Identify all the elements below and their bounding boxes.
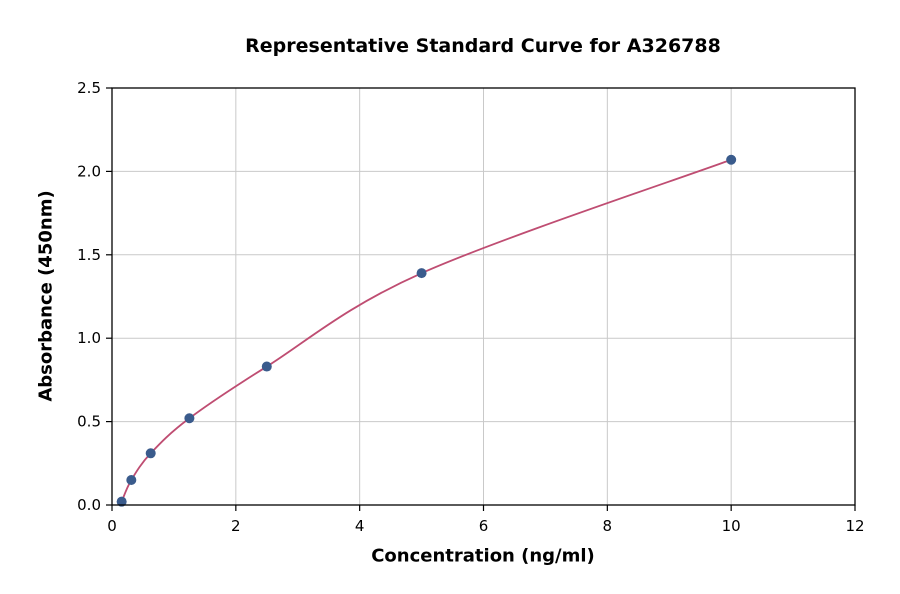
x-tick-label: 0 <box>107 517 117 535</box>
data-point <box>726 154 737 165</box>
plot-border <box>111 87 856 506</box>
chart-title: Representative Standard Curve for A32678… <box>245 35 721 57</box>
data-point <box>261 361 272 372</box>
y-tick-label: 2.0 <box>77 162 101 180</box>
data-point <box>116 496 127 507</box>
fit-curve <box>120 158 732 503</box>
x-tick-label: 8 <box>603 517 613 535</box>
y-tick-label: 0.0 <box>77 496 101 514</box>
data-point <box>145 448 156 459</box>
y-tick-label: 1.5 <box>77 246 101 264</box>
x-axis-label: Concentration (ng/ml) <box>371 545 595 567</box>
x-tick-label: 10 <box>722 517 741 535</box>
x-tick-label: 2 <box>231 517 241 535</box>
data-point <box>126 474 137 485</box>
data-point <box>184 413 195 424</box>
y-tick-label: 0.5 <box>77 413 101 431</box>
data-point <box>416 268 427 279</box>
y-axis-label: Absorbance (450nm) <box>35 190 57 402</box>
y-tick-label: 1.0 <box>77 329 101 347</box>
y-tick-label: 2.5 <box>77 79 101 97</box>
x-tick-label: 6 <box>479 517 489 535</box>
x-tick-label: 4 <box>355 517 365 535</box>
x-tick-label: 12 <box>845 517 864 535</box>
